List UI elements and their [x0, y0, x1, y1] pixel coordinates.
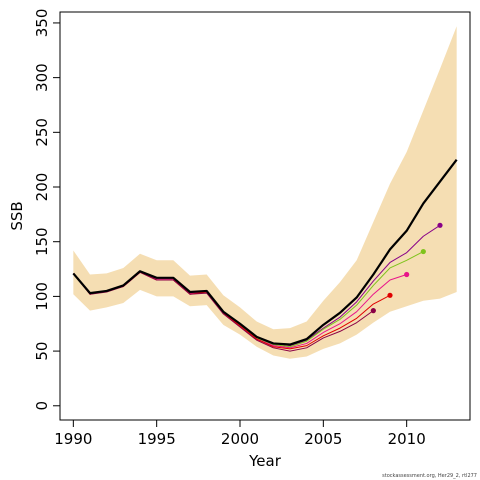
series-end-point-3	[404, 271, 410, 278]
x-tick-label-1990: 1990	[54, 430, 92, 448]
y-tick-label-150: 150	[33, 227, 51, 256]
y-tick-label-0: 0	[33, 401, 51, 411]
x-tick-label-2000: 2000	[221, 430, 259, 448]
y-tick-label-200: 200	[33, 173, 51, 202]
confidence-band	[73, 26, 457, 359]
x-tick-label-2010: 2010	[388, 430, 426, 448]
series-layer	[72, 159, 458, 352]
y-axis-title: SSB	[8, 201, 26, 230]
y-tick-label-300: 300	[33, 63, 51, 92]
y-tick-label-50: 50	[33, 342, 51, 361]
x-tick-label-2005: 2005	[304, 430, 342, 448]
series-end-point-2	[420, 248, 426, 255]
plot-frame	[59, 11, 471, 421]
y-tick-label-350: 350	[33, 9, 51, 38]
y-tick-label-100: 100	[33, 282, 51, 311]
y-axis: 0 50 100 150 200 250 300 350	[33, 9, 60, 411]
series-end-point-5	[370, 308, 376, 314]
y-tick-label-250: 250	[33, 118, 51, 147]
series-end-point-4	[387, 292, 393, 298]
end-marker-layer	[370, 222, 443, 314]
confidence-band-layer	[73, 26, 457, 359]
x-axis: 1990 1995 2000 2005 2010	[54, 420, 426, 448]
series-line-0	[72, 159, 458, 346]
credit-text: stockassessment.org, Her29_2, rtl277	[382, 473, 477, 479]
x-axis-title: Year	[248, 452, 282, 470]
x-tick-label-1995: 1995	[138, 430, 176, 448]
series-end-point-1	[437, 222, 443, 228]
